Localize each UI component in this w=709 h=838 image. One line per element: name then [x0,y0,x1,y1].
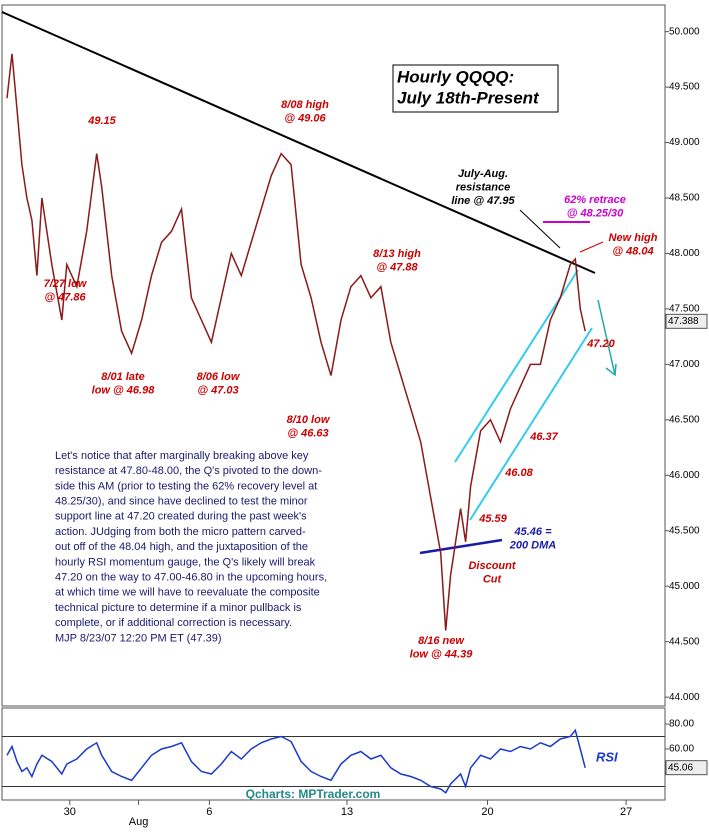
rsi-label: RSI [596,749,618,764]
annotation: 45.59 [478,513,507,525]
x-tick-label: 20 [481,806,493,818]
y-tick-label: 48.500 [669,193,700,204]
annotation: July-Aug. [458,168,508,180]
annotation: 49.15 [87,115,116,127]
price-frame [1,4,666,707]
last-value-label: 47.388 [668,316,699,327]
annotation: @ 48.04 [612,245,653,257]
channel-upper [454,269,579,463]
y-tick-label: 45.000 [669,581,700,592]
y-tick-label: 80.00 [669,719,694,730]
annotation: 8/10 low [287,414,331,426]
commentary-line: hourly RSI momentum gauge, the Q's likel… [55,556,316,568]
y-tick-label: 50.000 [669,26,700,37]
x-tick-label: Aug [129,816,149,828]
annotation: @ 49.06 [284,112,326,124]
y-tick-label: 44.000 [669,692,700,703]
last-value-label: 45.06 [668,762,693,773]
commentary-line: 48.25/30), and since have declined to te… [55,496,308,508]
x-tick-label: 30 [64,806,76,818]
y-tick-label: 45.500 [669,525,700,536]
annotation: Cut [483,573,503,585]
annotation: line @ 47.95 [451,195,515,207]
pointer [579,241,604,253]
annotation: low @ 46.98 [92,384,156,396]
arrow-head [605,363,617,377]
annotation: 47.20 [586,338,615,350]
last-value-box [665,313,708,329]
commentary-line: support line at 47.20 created during the… [55,511,307,523]
y-tick-label: 47.500 [669,304,700,315]
commentary-line: resistance at 47.80-48.00, the Q's pivot… [55,465,322,477]
annotation: @ 47.03 [197,384,238,396]
y-tick-label: 49.500 [669,82,700,93]
commentary-line: 47.20 on the way to 47.00-46.80 in the u… [55,572,327,584]
title-box [392,64,559,113]
y-tick-label: 60.00 [669,744,694,755]
commentary-line: at which time we will have to reevaluate… [55,587,320,599]
y-tick-label: 48.000 [669,248,700,259]
annotation: @ 47.88 [376,261,418,273]
annotation: @ 46.63 [287,427,328,439]
annotation: 8/16 new [418,635,465,647]
annotation: 7/27 low [44,278,88,290]
last-value-box [665,760,708,776]
annotation: 46.08 [504,467,533,479]
annotation: @ 48.25/30 [567,207,624,219]
commentary-line: side this AM (prior to testing the 62% r… [55,480,317,492]
x-tick-label: 6 [206,806,212,818]
pointer [519,209,561,249]
x-tick-label: 27 [620,806,632,818]
annotation: 8/06 low [197,371,241,383]
y-tick-label: 46.500 [669,414,700,425]
commentary-line: action. JUdging from both the micro patt… [55,526,306,538]
annotation: low @ 44.39 [410,648,474,660]
rsi-frame [1,707,666,801]
commentary-line: complete, or if additional correction is… [55,617,292,629]
annotation: Discount [468,560,516,572]
y-tick-label: 47.000 [669,359,700,370]
annotation: 8/13 high [373,248,421,260]
resistance-line [1,11,596,274]
series-line [6,728,586,794]
annotation: resistance [456,181,510,193]
annotation: New high [609,232,658,244]
credit: Qcharts: MPTrader.com [246,787,381,801]
annotation: 200 DMA [509,539,557,551]
projection-arrow [597,299,616,376]
y-tick-label: 49.000 [669,137,700,148]
annotation: 45.46 = [513,526,552,538]
annotation: 8/01 late [101,371,144,383]
series-line [6,53,586,631]
annotation: 8/08 high [281,99,329,111]
chart-title: Hourly QQQQ: [397,67,514,86]
chart-title: July 18th-Present [397,88,540,107]
commentary-line: MJP 8/23/07 12:20 PM ET (47.39) [55,632,222,644]
commentary-line: out off of the 48.04 high, and the juxta… [55,541,308,553]
commentary-line: Let's notice that after marginally break… [55,450,309,462]
y-tick-label: 46.000 [669,470,700,481]
annotation: 62% retrace [564,194,626,206]
annotation: 46.37 [529,431,558,443]
x-tick-label: 13 [341,806,353,818]
annotation: @ 47.86 [44,291,86,303]
y-tick-label: 44.500 [669,636,700,647]
channel-lower [469,327,593,521]
dma-line [419,538,503,555]
commentary-line: technical picture to determine if a mino… [55,602,302,614]
